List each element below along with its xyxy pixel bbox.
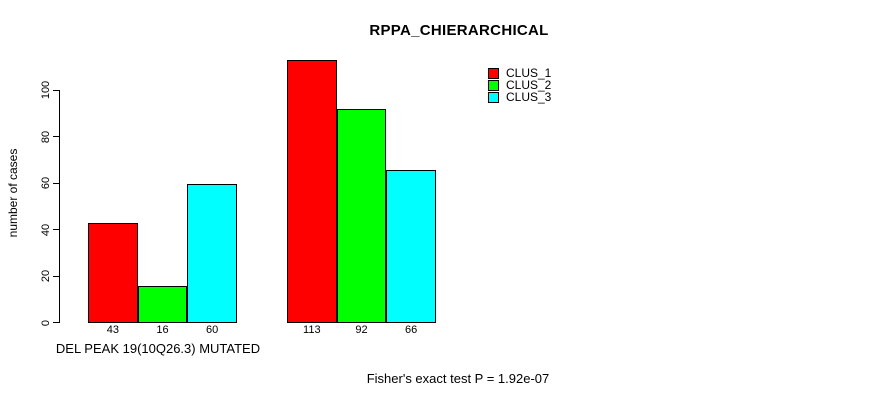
y-tick-label-100: 100	[40, 80, 52, 100]
legend-label-clus_2: CLUS_2	[506, 78, 552, 92]
chart-title: RPPA_CHIERARCHICAL	[369, 22, 549, 39]
bar-value-label-group1-clus_3: 60	[206, 324, 219, 336]
y-tick-80	[53, 136, 59, 137]
y-tick-label-0: 0	[40, 319, 52, 326]
bar-group2-clus_1	[287, 60, 337, 323]
bar-value-label-group2-clus_2: 92	[355, 324, 368, 336]
y-tick-0	[53, 322, 59, 323]
bar-group1-clus_3	[187, 183, 237, 323]
bar-group2-clus_3	[386, 169, 436, 323]
y-tick-label-40: 40	[40, 223, 52, 236]
y-tick-100	[53, 89, 59, 91]
bar-group2-clus_2	[336, 109, 387, 323]
bar-value-label-group2-clus_3: 66	[405, 324, 418, 336]
legend-swatch-clus_1	[488, 67, 499, 79]
bar-group1-clus_1	[88, 223, 138, 323]
y-tick-60	[53, 182, 59, 184]
legend: CLUS_1 CLUS_2 CLUS_3	[488, 67, 551, 103]
bar-group1-clus_2	[137, 285, 188, 323]
bar-value-label-group2-clus_1: 113	[303, 324, 321, 336]
y-tick-label-80: 80	[40, 130, 52, 143]
bar-value-label-group1-clus_2: 16	[156, 324, 169, 336]
legend-label-clus_3: CLUS_3	[506, 90, 552, 104]
y-tick-40	[53, 229, 59, 230]
y-tick-20	[53, 275, 59, 277]
legend-label-clus_1: CLUS_1	[506, 66, 552, 80]
fisher-test-annotation: Fisher's exact test P = 1.92e-07	[366, 371, 550, 386]
y-axis-line	[59, 90, 60, 323]
legend-item-clus_3: CLUS_3	[488, 91, 551, 103]
x-axis-group-label: DEL PEAK 19(10Q26.3) MUTATED	[55, 341, 261, 356]
legend-item-clus_1: CLUS_1	[488, 67, 551, 79]
y-axis-title: number of cases	[6, 148, 20, 238]
legend-swatch-clus_3	[488, 91, 499, 103]
y-tick-label-60: 60	[40, 176, 52, 190]
bar-value-label-group1-clus_1: 43	[106, 324, 119, 336]
y-tick-label-20: 20	[40, 269, 52, 283]
legend-item-clus_2: CLUS_2	[488, 79, 551, 91]
legend-swatch-clus_2	[488, 79, 499, 91]
